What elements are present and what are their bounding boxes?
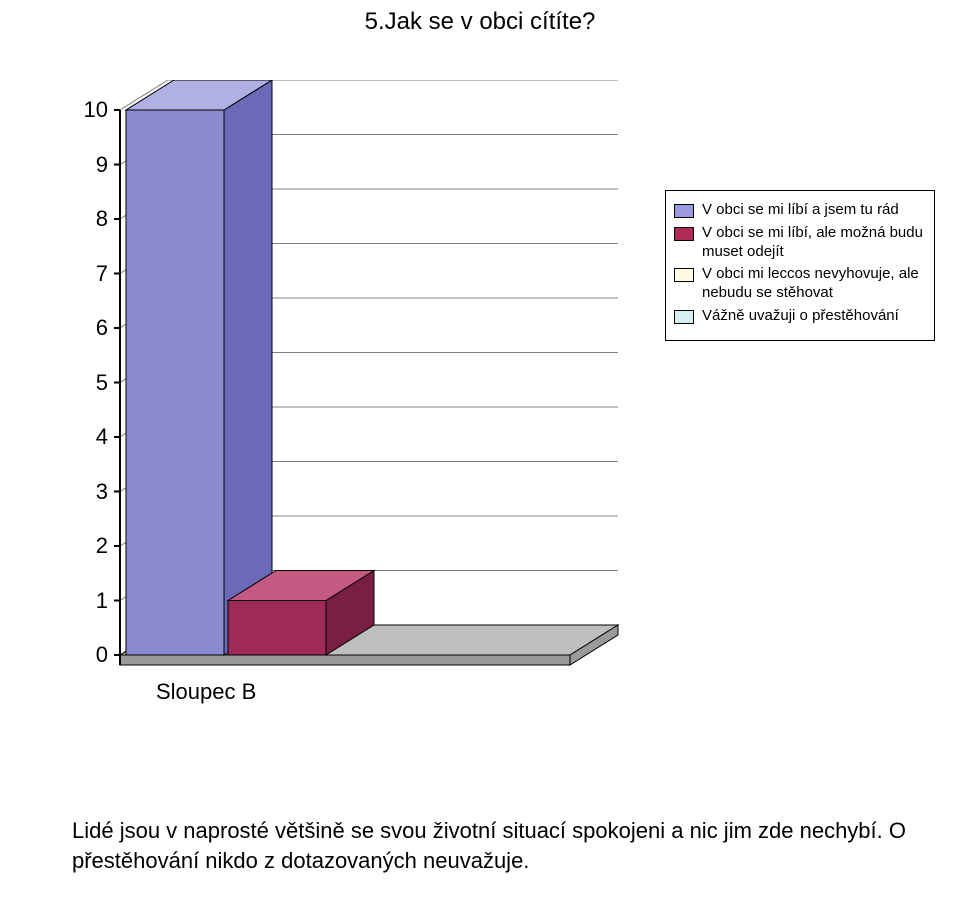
legend-swatch-icon: [674, 268, 694, 282]
y-tick-label: 5: [72, 370, 108, 396]
x-axis-label: Sloupec B: [156, 679, 256, 705]
legend-label: V obci mi leccos nevyhovuje, ale nebudu …: [702, 265, 926, 303]
page-root: 5.Jak se v obci cítíte? 0 1 2 3 4 5 6 7 8 9 10 Slo…: [0, 0, 960, 924]
bar-chart-svg: [90, 80, 630, 700]
y-tick-label: 7: [72, 261, 108, 287]
chart-title: 5.Jak se v obci cítíte?: [0, 8, 960, 36]
legend-label: V obci se mi líbí, ale možná budu muset …: [702, 224, 926, 262]
legend-swatch-icon: [674, 204, 694, 218]
legend-item: V obci se mi líbí a jsem tu rád: [674, 201, 926, 220]
legend: V obci se mi líbí a jsem tu rád V obci s…: [665, 190, 935, 341]
legend-label: V obci se mi líbí a jsem tu rád: [702, 201, 926, 220]
legend-swatch-icon: [674, 227, 694, 241]
y-tick-label: 8: [72, 206, 108, 232]
legend-swatch-icon: [674, 310, 694, 324]
legend-label: Vážně uvažuji o přestěhování: [702, 307, 926, 326]
y-tick-label: 10: [72, 97, 108, 123]
legend-item: V obci se mi líbí, ale možná budu muset …: [674, 224, 926, 262]
legend-item: Vážně uvažuji o přestěhování: [674, 307, 926, 326]
y-tick-label: 3: [72, 479, 108, 505]
y-tick-label: 2: [72, 533, 108, 559]
y-tick-label: 1: [72, 588, 108, 614]
y-tick-label: 4: [72, 424, 108, 450]
summary-paragraph: Lidé jsou v naprosté většině se svou živ…: [72, 816, 912, 875]
y-tick-label: 9: [72, 152, 108, 178]
y-tick-label: 0: [72, 642, 108, 668]
y-tick-label: 6: [72, 315, 108, 341]
chart-area: [90, 80, 630, 700]
legend-item: V obci mi leccos nevyhovuje, ale nebudu …: [674, 265, 926, 303]
